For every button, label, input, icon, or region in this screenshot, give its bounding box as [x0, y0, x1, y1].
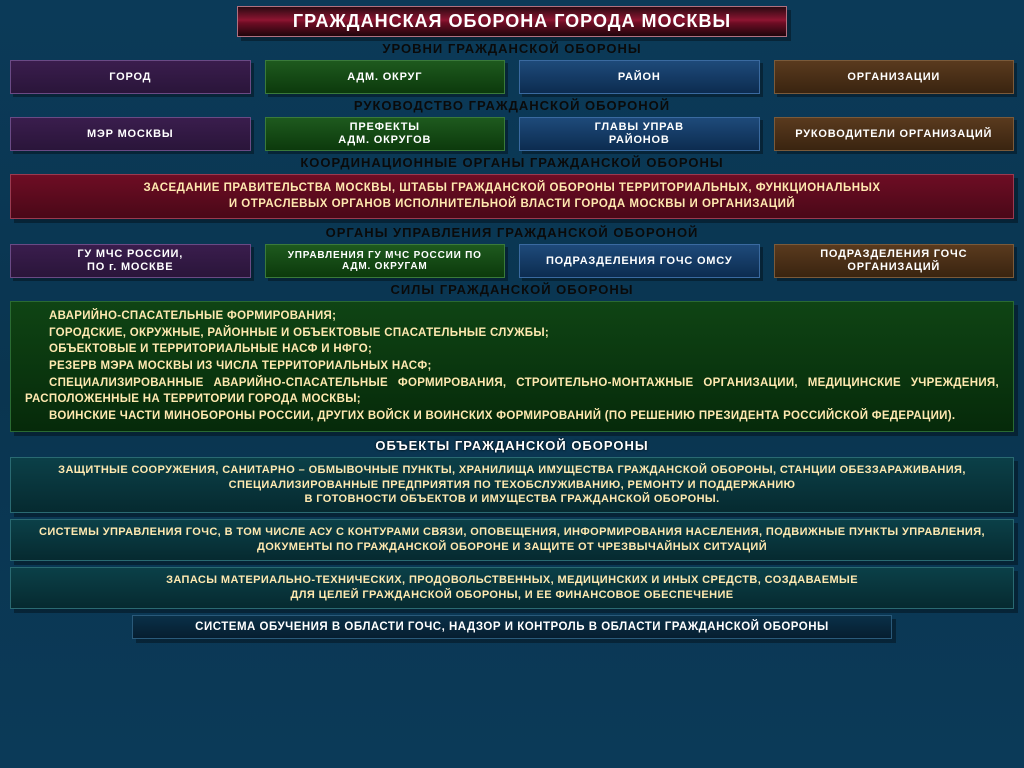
heading-coord: КООРДИНАЦИОННЫЕ ОРГАНЫ ГРАЖДАНСКОЙ ОБОРО… [10, 155, 1014, 170]
cell-podrazd-org: ПОДРАЗДЕЛЕНИЯ ГОЧС ОРГАНИЗАЦИЙ [774, 244, 1015, 278]
box-forces: АВАРИЙНО-СПАСАТЕЛЬНЫЕ ФОРМИРОВАНИЯ; ГОРО… [10, 301, 1014, 432]
box-obj-1: ЗАЩИТНЫЕ СООРУЖЕНИЯ, САНИТАРНО – ОБМЫВОЧ… [10, 457, 1014, 514]
cell-podrazd-omsu: ПОДРАЗДЕЛЕНИЯ ГОЧС ОМСУ [519, 244, 760, 278]
cell-upravleniya: УПРАВЛЕНИЯ ГУ МЧС РОССИИ ПО АДМ. ОКРУГАМ [265, 244, 506, 278]
row-leadership: МЭР МОСКВЫ ПРЕФЕКТЫ АДМ. ОКРУГОВ ГЛАВЫ У… [10, 117, 1014, 151]
heading-objects: ОБЪЕКТЫ ГРАЖДАНСКОЙ ОБОРОНЫ [10, 438, 1014, 453]
row-levels: ГОРОД АДМ. ОКРУГ РАЙОН ОРГАНИЗАЦИИ [10, 60, 1014, 94]
row-mgmt: ГУ МЧС РОССИИ, ПО г. МОСКВЕ УПРАВЛЕНИЯ Г… [10, 244, 1014, 278]
cell-mayor: МЭР МОСКВЫ [10, 117, 251, 151]
box-footer: СИСТЕМА ОБУЧЕНИЯ В ОБЛАСТИ ГОЧС, НАДЗОР … [132, 615, 892, 639]
heading-forces: СИЛЫ ГРАЖДАНСКОЙ ОБОРОНЫ [10, 282, 1014, 297]
heading-leadership: РУКОВОДСТВО ГРАЖДАНСКОЙ ОБОРОНОЙ [10, 98, 1014, 113]
cell-rayon: РАЙОН [519, 60, 760, 94]
cell-adm-okrug: АДМ. ОКРУГ [265, 60, 506, 94]
cell-glavy: ГЛАВЫ УПРАВ РАЙОНОВ [519, 117, 760, 151]
forces-line: ГОРОДСКИЕ, ОКРУЖНЫЕ, РАЙОННЫЕ И ОБЪЕКТОВ… [25, 325, 999, 342]
forces-line: СПЕЦИАЛИЗИРОВАННЫЕ АВАРИЙНО-СПАСАТЕЛЬНЫЕ… [25, 375, 999, 408]
cell-rukovod: РУКОВОДИТЕЛИ ОРГАНИЗАЦИЙ [774, 117, 1015, 151]
heading-levels: УРОВНИ ГРАЖДАНСКОЙ ОБОРОНЫ [10, 41, 1014, 56]
forces-line: РЕЗЕРВ МЭРА МОСКВЫ ИЗ ЧИСЛА ТЕРРИТОРИАЛЬ… [25, 358, 999, 375]
cell-org: ОРГАНИЗАЦИИ [774, 60, 1015, 94]
cell-gu-mchs: ГУ МЧС РОССИИ, ПО г. МОСКВЕ [10, 244, 251, 278]
box-obj-2: СИСТЕМЫ УПРАВЛЕНИЯ ГОЧС, В ТОМ ЧИСЛЕ АСУ… [10, 519, 1014, 561]
cell-city: ГОРОД [10, 60, 251, 94]
forces-line: АВАРИЙНО-СПАСАТЕЛЬНЫЕ ФОРМИРОВАНИЯ; [25, 308, 999, 325]
box-obj-3: ЗАПАСЫ МАТЕРИАЛЬНО-ТЕХНИЧЕСКИХ, ПРОДОВОЛ… [10, 567, 1014, 609]
forces-line: ВОИНСКИЕ ЧАСТИ МИНОБОРОНЫ РОССИИ, ДРУГИХ… [25, 408, 999, 425]
page-title: ГРАЖДАНСКАЯ ОБОРОНА ГОРОДА МОСКВЫ [237, 6, 787, 37]
box-coord: ЗАСЕДАНИЕ ПРАВИТЕЛЬСТВА МОСКВЫ, ШТАБЫ ГР… [10, 174, 1014, 219]
forces-line: ОБЪЕКТОВЫЕ И ТЕРРИТОРИАЛЬНЫЕ НАСФ И НФГО… [25, 341, 999, 358]
heading-mgmt: ОРГАНЫ УПРАВЛЕНИЯ ГРАЖДАНСКОЙ ОБОРОНОЙ [10, 225, 1014, 240]
cell-prefekty: ПРЕФЕКТЫ АДМ. ОКРУГОВ [265, 117, 506, 151]
